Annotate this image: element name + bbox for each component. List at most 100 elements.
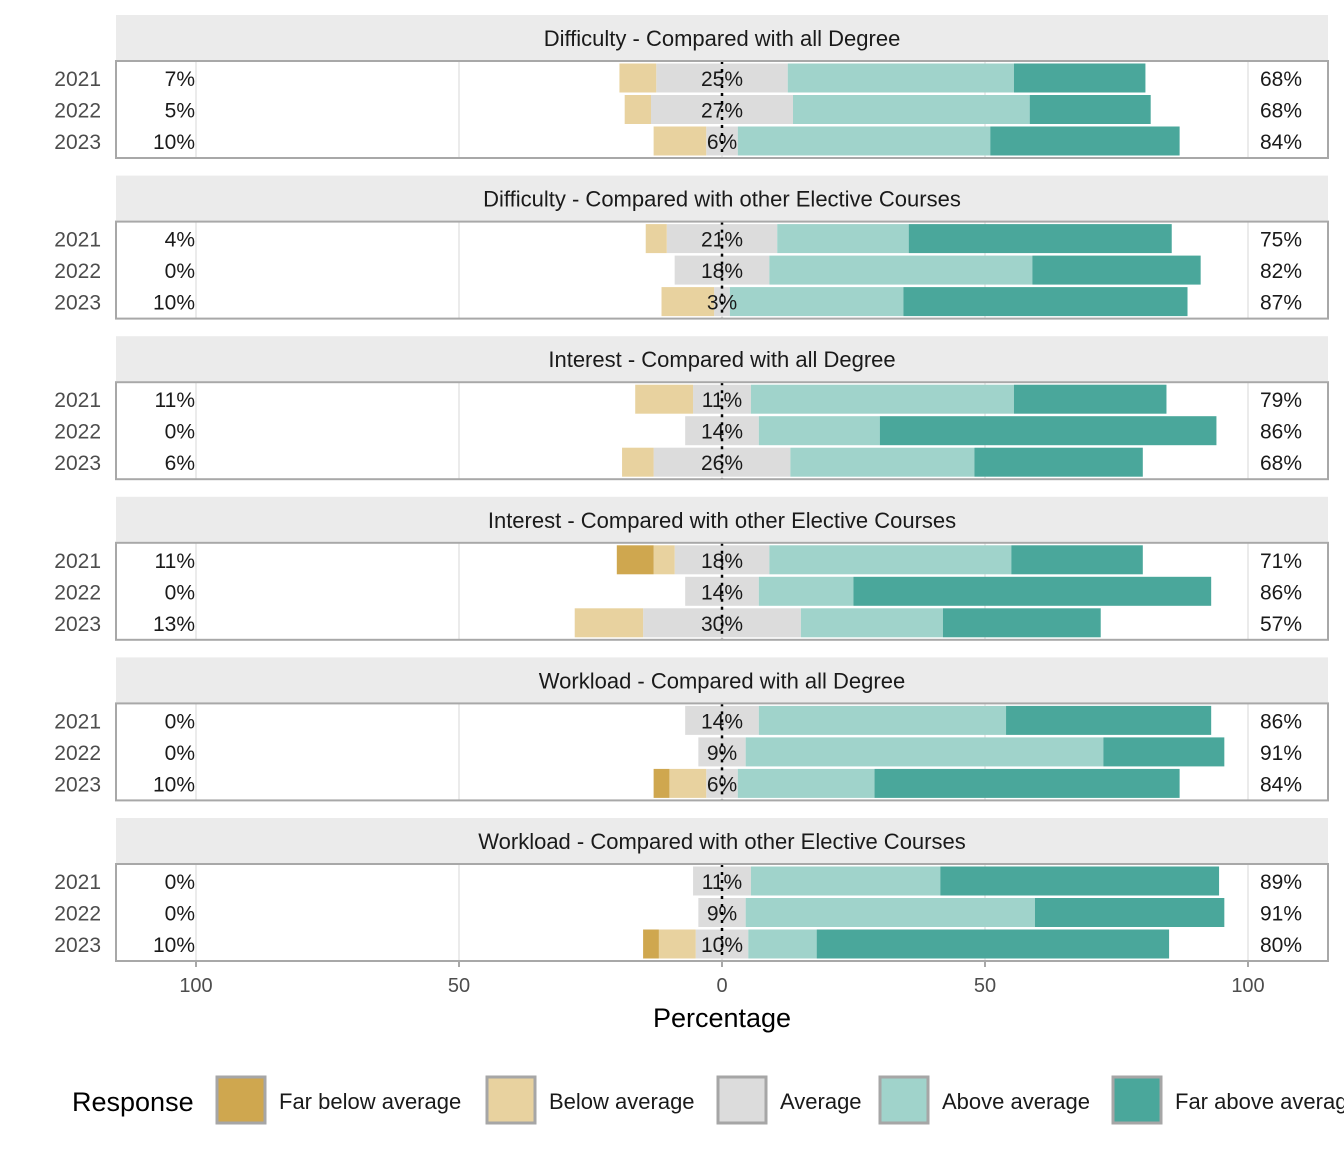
bar-segment: [722, 576, 759, 606]
high-percent-label: 86%: [1260, 421, 1302, 444]
bar-segment: [661, 287, 715, 317]
bar-segment: [693, 384, 722, 414]
row-year-label: 2021: [54, 68, 101, 91]
high-percent-label: 68%: [1260, 100, 1302, 123]
bar-segment: [685, 416, 722, 446]
bar-segment: [722, 608, 801, 638]
facet-strip: [116, 175, 1328, 221]
bar-segment: [1013, 63, 1146, 93]
low-percent-label: 0%: [165, 871, 195, 894]
panel-border: [115, 60, 1329, 159]
bar-segment: [750, 866, 941, 896]
x-axis: Percentage 100 50 0 50 100: [179, 961, 1265, 1033]
bar-segment: [745, 898, 1035, 927]
bar-segment: [695, 929, 722, 959]
bar-segment: [656, 63, 722, 93]
facet-panel: Interest - Compared with all Degree 2021 1…: [54, 336, 1329, 481]
facet-title: Workload - Compared with all Degree: [539, 668, 905, 693]
row-year-label: 2023: [54, 452, 101, 475]
legend-label: Far below average: [279, 1089, 461, 1114]
low-percent-label: 0%: [165, 742, 195, 765]
bar-segment: [974, 447, 1143, 477]
low-percent-label: 0%: [165, 260, 195, 283]
panel-border: [115, 381, 1329, 481]
facet-panel: Workload - Compared with other Elective …: [54, 818, 1329, 962]
bar-segment: [722, 384, 751, 414]
panel-border: [115, 220, 1329, 320]
facet-strip: [116, 15, 1328, 60]
bar-segment: [737, 126, 991, 156]
bar-segment: [722, 126, 738, 156]
low-percent-label: 0%: [165, 581, 195, 604]
low-percent-label: 0%: [165, 903, 195, 926]
row-year-label: 2021: [54, 229, 101, 252]
bar-segment: [758, 576, 854, 606]
high-percent-label: 86%: [1260, 581, 1302, 604]
bar-segment: [616, 545, 654, 575]
bar-segment: [666, 224, 722, 254]
bar-segment: [722, 287, 730, 317]
row-year-label: 2023: [54, 934, 101, 957]
facet-panel: Workload - Compared with all Degree 2021 0…: [54, 657, 1329, 802]
high-percent-label: 84%: [1260, 131, 1302, 154]
bar-segment: [1011, 545, 1143, 575]
high-percent-label: 82%: [1260, 260, 1302, 283]
low-percent-label: 10%: [153, 131, 195, 154]
high-percent-label: 91%: [1260, 742, 1302, 765]
bar-segment: [622, 447, 654, 477]
bar-segment: [1029, 95, 1151, 124]
bar-segment: [1034, 898, 1225, 927]
high-percent-label: 75%: [1260, 229, 1302, 252]
bar-segment: [879, 416, 1217, 446]
facet-panel: Interest - Compared with other Elective …: [54, 496, 1329, 641]
bar-segment: [674, 255, 722, 285]
bar-segment: [777, 224, 909, 254]
bar-segment: [624, 95, 651, 124]
legend-key: [485, 1075, 537, 1125]
high-percent-label: 91%: [1260, 903, 1302, 926]
high-percent-label: 80%: [1260, 934, 1302, 957]
legend-key: [1111, 1075, 1163, 1125]
x-tick-label: 0: [716, 975, 727, 997]
bar-segment: [653, 768, 670, 798]
facet-panel: Difficulty - Compared with all Degree 202…: [54, 15, 1329, 159]
bar-segment: [750, 384, 1014, 414]
bar-segment: [942, 608, 1101, 638]
facet-title: Difficulty - Compared with all Degree: [544, 26, 901, 51]
low-percent-label: 4%: [165, 229, 195, 252]
legend: Response Far below average Below average A…: [72, 1075, 1344, 1125]
bar-segment: [729, 287, 904, 317]
bar-segment: [769, 255, 1033, 285]
x-tick-label: 100: [1231, 975, 1264, 997]
row-year-label: 2022: [54, 260, 101, 283]
bar-segment: [853, 576, 1212, 606]
facet-panel: Difficulty - Compared with other Electiv…: [54, 175, 1329, 320]
bar-segment: [693, 866, 722, 896]
bar-segment: [653, 126, 707, 156]
low-percent-label: 7%: [165, 68, 195, 91]
bar-segment: [722, 447, 791, 477]
bar-segment: [722, 898, 746, 927]
legend-label: Average: [780, 1089, 862, 1114]
bar-segment: [706, 768, 722, 798]
high-percent-label: 86%: [1260, 710, 1302, 733]
row-year-label: 2021: [54, 871, 101, 894]
bar-segment: [619, 63, 657, 93]
bar-segment: [645, 224, 667, 254]
legend-key: [878, 1075, 930, 1125]
bar-segment: [745, 737, 1104, 767]
bar-segment: [722, 95, 794, 124]
bar-segment: [706, 126, 722, 156]
facet-title: Interest - Compared with other Elective …: [488, 508, 956, 533]
facet-title: Difficulty - Compared with other Electiv…: [483, 187, 961, 212]
bar-segment: [685, 705, 722, 735]
facet-strip: [116, 496, 1328, 542]
bar-segment: [653, 447, 722, 477]
bar-segment: [816, 929, 1170, 959]
bar-segment: [800, 608, 943, 638]
low-percent-label: 13%: [153, 613, 195, 636]
bar-segment: [698, 737, 722, 767]
bar-segment: [940, 866, 1220, 896]
bar-segment: [574, 608, 644, 638]
x-tick-label: 50: [448, 975, 470, 997]
